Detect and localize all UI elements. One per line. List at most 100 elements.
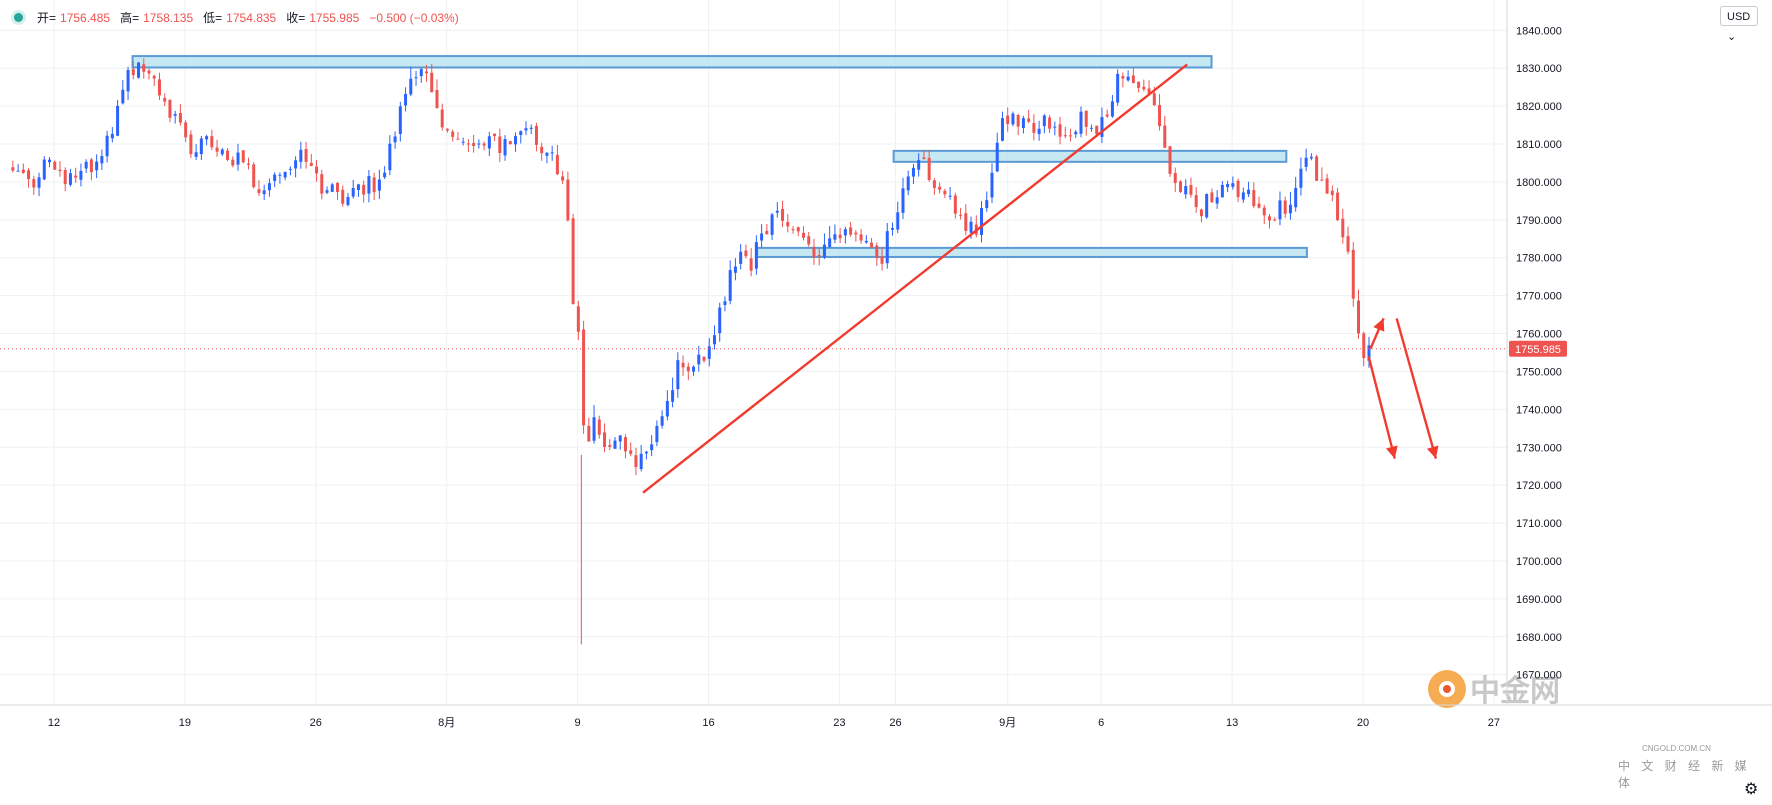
candle-body — [425, 71, 429, 74]
candle-body — [1042, 115, 1046, 127]
candle-up — [524, 121, 528, 136]
candle-body — [932, 180, 936, 188]
candle-body — [445, 128, 449, 131]
candle-down — [1168, 145, 1172, 177]
candle-up — [1247, 181, 1251, 197]
candle-body — [1147, 88, 1151, 94]
candle-body — [1105, 114, 1109, 117]
candle-down — [309, 153, 313, 167]
candle-up — [707, 338, 711, 367]
candle-body — [199, 138, 203, 155]
candle-body — [1241, 192, 1245, 200]
candle-down — [686, 362, 690, 381]
candle-body — [1084, 110, 1088, 127]
candle-down — [142, 58, 146, 79]
symbol-status-icon[interactable] — [14, 13, 23, 22]
gear-icon[interactable]: ⚙ — [1744, 781, 1759, 798]
y-tick-label: 1790.000 — [1516, 215, 1562, 227]
candle-body — [749, 258, 753, 271]
candle-body — [519, 131, 523, 136]
y-tick-label: 1800.000 — [1516, 177, 1562, 189]
candle-body — [1199, 209, 1203, 217]
forecast-arrow-head — [1386, 445, 1398, 459]
candle-up — [1126, 70, 1130, 82]
candle-body — [733, 266, 737, 273]
candle-up — [754, 235, 758, 275]
candle-body — [48, 159, 52, 163]
currency-select[interactable]: USD ⌄ — [1720, 6, 1758, 43]
candle-body — [838, 234, 842, 239]
candle-down — [603, 423, 607, 453]
candle-body — [461, 141, 465, 143]
trendline — [642, 63, 1188, 494]
candle-body — [859, 234, 863, 241]
candle-body — [137, 62, 141, 78]
candle-body — [37, 177, 41, 188]
candle-body — [1205, 194, 1209, 218]
candle-down — [372, 172, 376, 200]
candle-body — [524, 128, 528, 131]
candle-body — [613, 440, 617, 449]
candle-body — [545, 152, 549, 156]
y-tick-label: 1810.000 — [1516, 139, 1562, 151]
watermark-tagline: 中 文 财 经 新 媒 体 — [1618, 759, 1751, 790]
candle-body — [639, 453, 643, 470]
x-tick-label: 23 — [833, 717, 845, 729]
candle-up — [948, 187, 952, 200]
candle-body — [252, 164, 256, 188]
candle-body — [409, 78, 413, 95]
candle-down — [493, 133, 497, 142]
candle-up — [712, 325, 716, 350]
candle-body — [210, 136, 214, 148]
candle-up — [1089, 124, 1093, 132]
candle-body — [309, 162, 313, 166]
candle-body — [634, 455, 638, 467]
candle-down — [152, 74, 156, 86]
candle-body — [173, 114, 177, 116]
candle-body — [587, 425, 591, 442]
candle-body — [1178, 181, 1182, 192]
candle-down — [27, 167, 31, 188]
candle-down — [1063, 126, 1067, 139]
candle-down — [215, 139, 219, 157]
candle-body — [1231, 183, 1235, 187]
candle-body — [487, 136, 491, 149]
candle-body — [540, 146, 544, 154]
candle-body — [754, 242, 758, 269]
candle-up — [739, 244, 743, 270]
x-tick-label: 26 — [310, 717, 322, 729]
candle-body — [1226, 184, 1230, 188]
candle-body — [1006, 115, 1010, 124]
candle-up — [126, 66, 130, 100]
candle-up — [618, 435, 622, 450]
candle-body — [618, 435, 622, 442]
y-tick-label: 1780.000 — [1516, 253, 1562, 265]
candle-body — [32, 179, 36, 188]
candle-body — [1309, 156, 1313, 159]
candle-up — [665, 390, 669, 421]
close-label: 收= — [286, 11, 306, 25]
candle-down — [1084, 110, 1088, 136]
candle-body — [493, 133, 497, 137]
candle-body — [178, 113, 182, 123]
candle-down — [1236, 178, 1240, 203]
watermark-logo-text: 中金网 — [1470, 674, 1560, 709]
candle-body — [775, 210, 779, 213]
candle-down — [807, 231, 811, 247]
candle-body — [582, 329, 586, 426]
low-label: 低= — [203, 11, 223, 25]
candle-body — [21, 169, 25, 173]
candle-body — [226, 150, 230, 160]
candle-body — [304, 148, 308, 162]
candle-down — [1341, 208, 1345, 244]
candle-down — [597, 415, 601, 439]
candle-up — [404, 87, 408, 112]
candle-body — [681, 362, 685, 368]
candle-body — [665, 400, 669, 417]
candle-up — [173, 110, 177, 124]
candle-up — [95, 154, 99, 179]
candle-down — [1315, 154, 1319, 181]
y-tick-label: 1730.000 — [1516, 442, 1562, 454]
